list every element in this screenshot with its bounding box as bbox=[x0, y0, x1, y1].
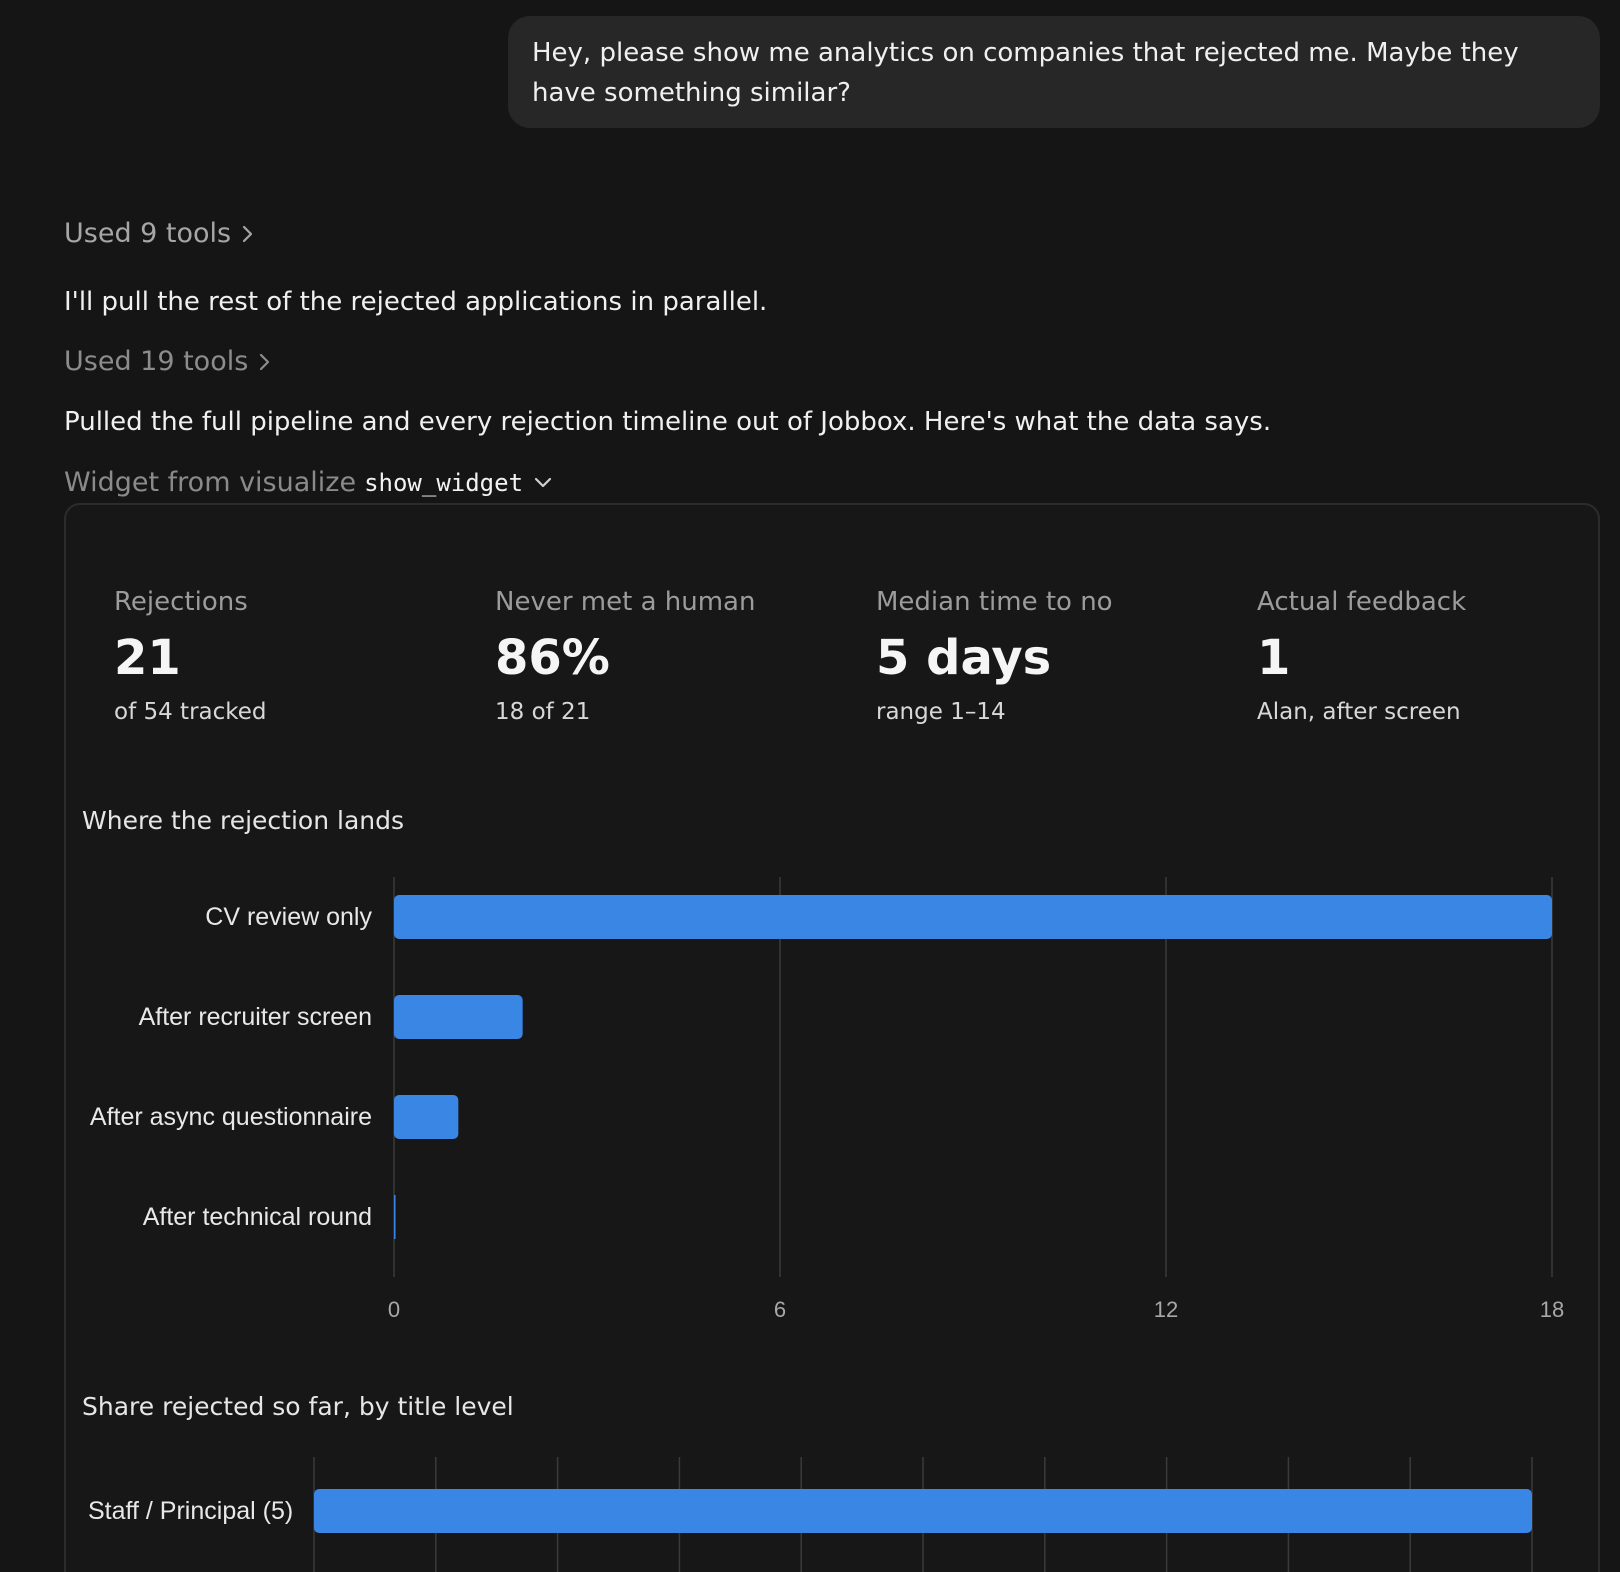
assistant-message-1: I'll pull the rest of the rejected appli… bbox=[64, 287, 768, 317]
bar bbox=[394, 1195, 396, 1239]
metric-subtext: of 54 tracked bbox=[114, 699, 267, 725]
bar bbox=[314, 1489, 1532, 1533]
bar bbox=[394, 995, 523, 1039]
chevron-right-icon bbox=[243, 225, 253, 243]
metric-actual-feedback: Actual feedback 1 Alan, after screen bbox=[1257, 585, 1598, 729]
metric-label: Rejections bbox=[114, 587, 248, 617]
category-label: Staff / Principal (5) bbox=[88, 1497, 293, 1525]
widget-label-prefix: Widget from visualize bbox=[64, 467, 357, 498]
metric-never-met-human: Never met a human 86% 18 of 21 bbox=[495, 585, 855, 729]
metric-label: Median time to no bbox=[876, 587, 1113, 617]
user-message-text: Hey, please show me analytics on compani… bbox=[532, 38, 1519, 108]
bar bbox=[394, 895, 1552, 939]
metric-value: 21 bbox=[114, 630, 181, 686]
title-level-chart: Staff / Principal (5) bbox=[88, 1457, 1533, 1572]
tools-toggle-label: Used 9 tools bbox=[64, 218, 232, 249]
tools-toggle-label: Used 19 tools bbox=[64, 346, 249, 377]
x-tick-label: 18 bbox=[1540, 1297, 1564, 1322]
metric-median-time: Median time to no 5 days range 1–14 bbox=[876, 585, 1236, 729]
category-label: After recruiter screen bbox=[139, 1003, 372, 1031]
assistant-message-2: Pulled the full pipeline and every rejec… bbox=[64, 407, 1272, 437]
analytics-widget: Rejections 21 of 54 tracked Never met a … bbox=[64, 503, 1600, 1572]
metric-value: 86% bbox=[495, 630, 610, 686]
x-tick-label: 6 bbox=[774, 1297, 786, 1322]
metric-subtext: 18 of 21 bbox=[495, 699, 591, 725]
rejection-stage-chart: 0 6 12 18 CV review only After recruiter scre… bbox=[90, 877, 1564, 1322]
metric-subtext: range 1–14 bbox=[876, 699, 1006, 725]
metric-rejections: Rejections 21 of 54 tracked bbox=[114, 585, 474, 729]
category-label: After technical round bbox=[143, 1203, 372, 1231]
metric-label: Never met a human bbox=[495, 587, 756, 617]
widget-label-code: show_widget bbox=[364, 469, 524, 497]
metric-value: 5 days bbox=[876, 630, 1052, 686]
x-tick-label: 12 bbox=[1154, 1297, 1178, 1322]
chevron-right-icon bbox=[260, 353, 270, 371]
metric-subtext: Alan, after screen bbox=[1257, 699, 1461, 725]
category-label: After async questionnaire bbox=[90, 1103, 372, 1131]
chevron-down-icon bbox=[534, 477, 552, 488]
chart-title-title-level: Share rejected so far, by title level bbox=[82, 1392, 514, 1421]
widget-toggle[interactable]: Widget from visualize show_widget bbox=[64, 466, 553, 500]
metric-value: 1 bbox=[1257, 630, 1291, 686]
tools-toggle-second[interactable]: Used 19 tools bbox=[64, 345, 272, 379]
metric-label: Actual feedback bbox=[1257, 587, 1467, 617]
category-label: CV review only bbox=[205, 903, 372, 931]
bar bbox=[394, 1095, 459, 1139]
x-tick-label: 0 bbox=[388, 1297, 400, 1322]
tools-toggle-first[interactable]: Used 9 tools bbox=[64, 217, 255, 251]
user-message-bubble: Hey, please show me analytics on compani… bbox=[508, 16, 1600, 128]
chart-title-rejection-stage: Where the rejection lands bbox=[82, 806, 404, 835]
